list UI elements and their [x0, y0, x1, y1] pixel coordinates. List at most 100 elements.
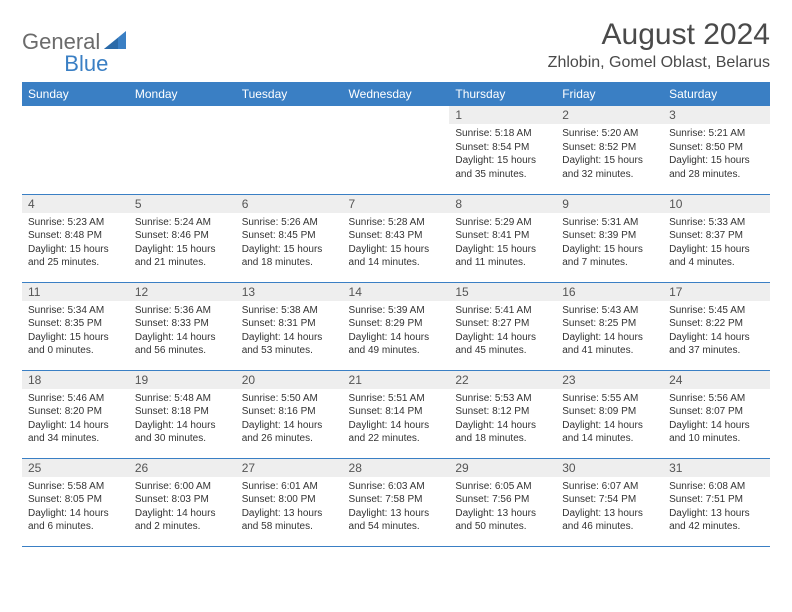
- day-number: 6: [236, 195, 343, 213]
- day-line: Daylight: 14 hours: [28, 419, 123, 433]
- day-details: Sunrise: 6:08 AMSunset: 7:51 PMDaylight:…: [663, 477, 770, 538]
- day-line: and 56 minutes.: [135, 344, 230, 358]
- day-line: Sunset: 7:58 PM: [349, 493, 444, 507]
- day-line: Daylight: 14 hours: [28, 507, 123, 521]
- day-line: Sunset: 8:33 PM: [135, 317, 230, 331]
- day-details: Sunrise: 5:48 AMSunset: 8:18 PMDaylight:…: [129, 389, 236, 450]
- day-line: Daylight: 15 hours: [242, 243, 337, 257]
- day-number: 13: [236, 283, 343, 301]
- day-line: and 42 minutes.: [669, 520, 764, 534]
- calendar-day-cell: 31Sunrise: 6:08 AMSunset: 7:51 PMDayligh…: [663, 458, 770, 546]
- day-line: Sunrise: 5:43 AM: [562, 304, 657, 318]
- day-number: 27: [236, 459, 343, 477]
- day-number: 20: [236, 371, 343, 389]
- day-line: Daylight: 14 hours: [349, 331, 444, 345]
- day-details: Sunrise: 6:05 AMSunset: 7:56 PMDaylight:…: [449, 477, 556, 538]
- day-line: and 18 minutes.: [455, 432, 550, 446]
- day-line: and 34 minutes.: [28, 432, 123, 446]
- day-line: and 26 minutes.: [242, 432, 337, 446]
- day-line: Sunrise: 5:39 AM: [349, 304, 444, 318]
- calendar-day-cell: 7Sunrise: 5:28 AMSunset: 8:43 PMDaylight…: [343, 194, 450, 282]
- day-line: Sunset: 8:37 PM: [669, 229, 764, 243]
- day-details: Sunrise: 5:20 AMSunset: 8:52 PMDaylight:…: [556, 124, 663, 185]
- day-line: Sunrise: 5:50 AM: [242, 392, 337, 406]
- day-line: Sunrise: 5:46 AM: [28, 392, 123, 406]
- day-line: Sunrise: 5:58 AM: [28, 480, 123, 494]
- calendar-day-cell: 6Sunrise: 5:26 AMSunset: 8:45 PMDaylight…: [236, 194, 343, 282]
- calendar-day-cell: 29Sunrise: 6:05 AMSunset: 7:56 PMDayligh…: [449, 458, 556, 546]
- day-line: Sunset: 8:54 PM: [455, 141, 550, 155]
- calendar-day-cell: 28Sunrise: 6:03 AMSunset: 7:58 PMDayligh…: [343, 458, 450, 546]
- day-line: Sunset: 8:41 PM: [455, 229, 550, 243]
- day-number: 12: [129, 283, 236, 301]
- day-line: and 32 minutes.: [562, 168, 657, 182]
- day-details: Sunrise: 5:26 AMSunset: 8:45 PMDaylight:…: [236, 213, 343, 274]
- logo-text-blue: Blue: [64, 51, 108, 77]
- day-line: Daylight: 14 hours: [562, 331, 657, 345]
- day-line: Sunrise: 5:21 AM: [669, 127, 764, 141]
- day-details: Sunrise: 5:46 AMSunset: 8:20 PMDaylight:…: [22, 389, 129, 450]
- day-line: Daylight: 14 hours: [135, 419, 230, 433]
- calendar-day-cell: 13Sunrise: 5:38 AMSunset: 8:31 PMDayligh…: [236, 282, 343, 370]
- day-line: Sunset: 7:54 PM: [562, 493, 657, 507]
- day-line: Sunrise: 6:01 AM: [242, 480, 337, 494]
- day-line: Sunset: 8:14 PM: [349, 405, 444, 419]
- day-details: Sunrise: 5:33 AMSunset: 8:37 PMDaylight:…: [663, 213, 770, 274]
- day-number: 25: [22, 459, 129, 477]
- day-line: Daylight: 13 hours: [669, 507, 764, 521]
- calendar-day-cell: 2Sunrise: 5:20 AMSunset: 8:52 PMDaylight…: [556, 106, 663, 194]
- day-line: Sunrise: 6:03 AM: [349, 480, 444, 494]
- day-number: 22: [449, 371, 556, 389]
- day-line: Daylight: 14 hours: [135, 331, 230, 345]
- title-block: August 2024 Zhlobin, Gomel Oblast, Belar…: [548, 18, 770, 72]
- day-number: 15: [449, 283, 556, 301]
- day-line: Sunset: 8:52 PM: [562, 141, 657, 155]
- calendar-day-cell: 27Sunrise: 6:01 AMSunset: 8:00 PMDayligh…: [236, 458, 343, 546]
- day-line: Sunrise: 5:36 AM: [135, 304, 230, 318]
- day-line: Daylight: 13 hours: [562, 507, 657, 521]
- logo: General Blue: [22, 18, 108, 66]
- calendar-day-cell: 22Sunrise: 5:53 AMSunset: 8:12 PMDayligh…: [449, 370, 556, 458]
- calendar-week-row: 11Sunrise: 5:34 AMSunset: 8:35 PMDayligh…: [22, 282, 770, 370]
- header: General Blue August 2024 Zhlobin, Gomel …: [22, 18, 770, 72]
- day-details: Sunrise: 5:45 AMSunset: 8:22 PMDaylight:…: [663, 301, 770, 362]
- day-line: Sunrise: 5:55 AM: [562, 392, 657, 406]
- calendar-week-row: 25Sunrise: 5:58 AMSunset: 8:05 PMDayligh…: [22, 458, 770, 546]
- day-line: and 11 minutes.: [455, 256, 550, 270]
- calendar-day-cell: 4Sunrise: 5:23 AMSunset: 8:48 PMDaylight…: [22, 194, 129, 282]
- day-line: Sunset: 8:46 PM: [135, 229, 230, 243]
- day-line: Sunrise: 5:56 AM: [669, 392, 764, 406]
- day-line: and 4 minutes.: [669, 256, 764, 270]
- day-line: Sunrise: 5:28 AM: [349, 216, 444, 230]
- calendar-day-cell: 1Sunrise: 5:18 AMSunset: 8:54 PMDaylight…: [449, 106, 556, 194]
- weekday-header: Monday: [129, 82, 236, 106]
- calendar-day-cell: 23Sunrise: 5:55 AMSunset: 8:09 PMDayligh…: [556, 370, 663, 458]
- day-line: and 50 minutes.: [455, 520, 550, 534]
- calendar-day-cell: 20Sunrise: 5:50 AMSunset: 8:16 PMDayligh…: [236, 370, 343, 458]
- day-number: 24: [663, 371, 770, 389]
- day-number: 4: [22, 195, 129, 213]
- day-number: 26: [129, 459, 236, 477]
- day-line: Daylight: 15 hours: [455, 243, 550, 257]
- day-details: Sunrise: 5:23 AMSunset: 8:48 PMDaylight:…: [22, 213, 129, 274]
- weekday-header: Friday: [556, 82, 663, 106]
- calendar-day-cell: 11Sunrise: 5:34 AMSunset: 8:35 PMDayligh…: [22, 282, 129, 370]
- day-line: and 45 minutes.: [455, 344, 550, 358]
- calendar-day-cell: 18Sunrise: 5:46 AMSunset: 8:20 PMDayligh…: [22, 370, 129, 458]
- day-line: Sunset: 7:56 PM: [455, 493, 550, 507]
- day-details: Sunrise: 6:07 AMSunset: 7:54 PMDaylight:…: [556, 477, 663, 538]
- day-line: Daylight: 14 hours: [349, 419, 444, 433]
- calendar-week-row: 18Sunrise: 5:46 AMSunset: 8:20 PMDayligh…: [22, 370, 770, 458]
- weekday-header: Thursday: [449, 82, 556, 106]
- day-line: Sunset: 8:39 PM: [562, 229, 657, 243]
- day-line: Daylight: 14 hours: [455, 419, 550, 433]
- day-line: Daylight: 15 hours: [562, 243, 657, 257]
- day-line: Sunrise: 6:05 AM: [455, 480, 550, 494]
- day-number: 18: [22, 371, 129, 389]
- day-number: 8: [449, 195, 556, 213]
- day-number: 14: [343, 283, 450, 301]
- day-number: 17: [663, 283, 770, 301]
- day-line: Daylight: 15 hours: [669, 154, 764, 168]
- day-line: Sunrise: 5:33 AM: [669, 216, 764, 230]
- day-line: Sunrise: 5:29 AM: [455, 216, 550, 230]
